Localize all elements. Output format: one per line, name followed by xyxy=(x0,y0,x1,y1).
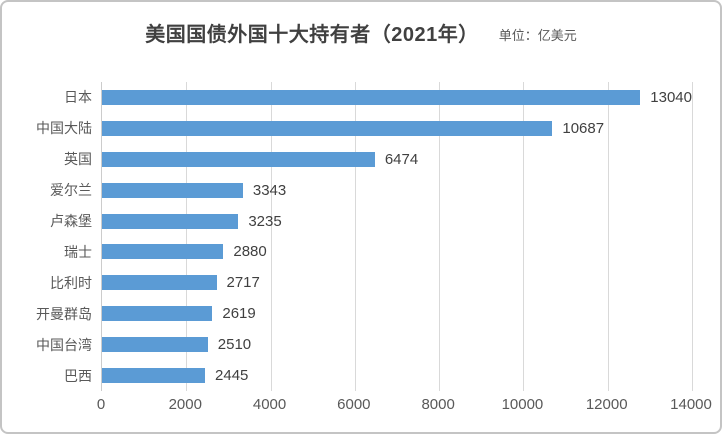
bar-row: 中国台湾 2510 xyxy=(36,329,692,360)
value-label: 3343 xyxy=(252,181,287,199)
bar xyxy=(102,213,239,229)
x-tick-label: 14000 xyxy=(670,396,712,413)
value-label: 10687 xyxy=(562,119,605,137)
bar xyxy=(102,120,553,136)
bar-row: 英国 6474 xyxy=(64,144,692,175)
category-label: 中国大陆 xyxy=(36,120,92,137)
x-tick-label: 2000 xyxy=(168,396,202,413)
chart-title: 美国国债外国十大持有者（2021年） xyxy=(145,24,479,46)
category-label: 比利时 xyxy=(50,274,92,291)
bar xyxy=(102,151,375,167)
category-label: 瑞士 xyxy=(64,243,92,260)
x-tick-label: 10000 xyxy=(501,396,544,413)
x-tick-label: 4000 xyxy=(252,396,287,413)
bar-row: 瑞士 2880 xyxy=(64,237,692,268)
category-label: 英国 xyxy=(64,151,92,168)
bar xyxy=(102,89,641,105)
bar xyxy=(102,244,224,260)
category-label: 卢森堡 xyxy=(50,213,92,230)
value-label: 3235 xyxy=(248,212,282,230)
gridline xyxy=(439,82,441,391)
value-label: 2445 xyxy=(215,367,249,385)
value-label: 2510 xyxy=(217,336,252,354)
bar xyxy=(102,306,213,322)
value-label: 2717 xyxy=(226,274,260,292)
bar-row: 开曼群岛 2619 xyxy=(36,298,692,329)
value-label: 13040 xyxy=(650,88,692,106)
bar-row: 卢森堡 3235 xyxy=(50,206,692,237)
category-label: 开曼群岛 xyxy=(36,305,92,322)
bar xyxy=(102,182,243,198)
x-axis: 0 2000 4000 6000 8000 10000 12000 14000 xyxy=(97,396,712,416)
bar-rows: 日本 13040 中国大陆 10687 英国 6474 爱尔兰 3343 卢森堡 3235 瑞士 28… xyxy=(36,82,692,391)
gridline xyxy=(186,82,188,391)
category-label: 爱尔兰 xyxy=(50,182,92,199)
gridline xyxy=(523,82,525,391)
bar-row: 巴西 2445 xyxy=(64,360,692,391)
category-label: 日本 xyxy=(64,89,92,106)
bar-row: 比利时 2717 xyxy=(50,267,692,298)
category-label: 中国台湾 xyxy=(36,336,92,353)
value-label: 2619 xyxy=(222,305,256,323)
bar xyxy=(102,337,208,353)
value-label: 6474 xyxy=(384,150,419,168)
value-label: 2880 xyxy=(233,243,267,261)
bar-row: 爱尔兰 3343 xyxy=(50,175,692,206)
x-tick-label: 12000 xyxy=(585,396,628,413)
x-tick-label: 0 xyxy=(96,396,106,413)
gridline xyxy=(692,82,693,391)
bar-row: 中国大陆 10687 xyxy=(36,113,692,144)
unit-label: 单位：亿美元 xyxy=(498,28,577,43)
x-tick-label: 6000 xyxy=(337,396,371,413)
gridline xyxy=(270,82,272,391)
bar xyxy=(102,368,206,384)
x-tick-label: 8000 xyxy=(421,396,455,413)
chart-header: 美国国债外国十大持有者（2021年） 单位：亿美元 xyxy=(2,18,720,47)
gridline xyxy=(607,82,609,391)
gridline xyxy=(354,82,356,391)
category-label: 巴西 xyxy=(64,367,92,384)
plot-area: 日本 13040 中国大陆 10687 英国 6474 爱尔兰 3343 卢森堡 3235 瑞士 28… xyxy=(36,82,693,391)
bar xyxy=(102,275,217,291)
bar-row: 日本 13040 xyxy=(64,82,692,113)
